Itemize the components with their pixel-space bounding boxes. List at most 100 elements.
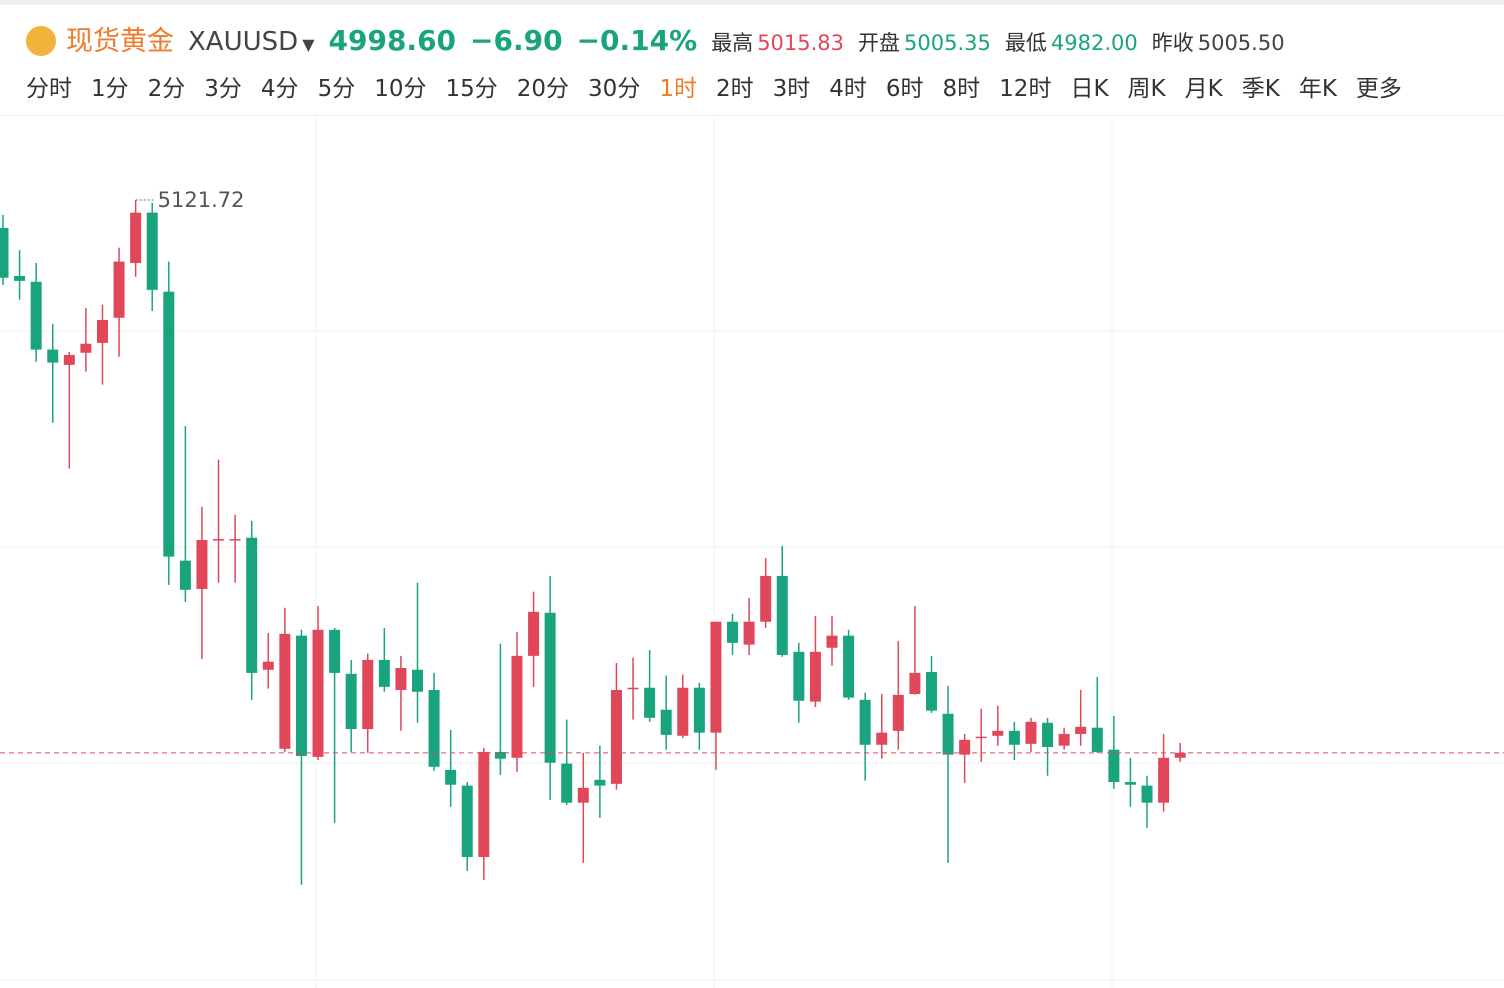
candle-body <box>30 281 42 350</box>
quote-row: 现货黄金 XAUUSD ▼ 4998.60 −6.90 −0.14% 最高 501… <box>26 19 1299 58</box>
candle-body <box>312 629 324 757</box>
candle-body <box>213 539 225 541</box>
candle-body <box>1141 785 1153 803</box>
timeframe-tab[interactable]: 更多 <box>1355 76 1402 102</box>
timeframe-tab[interactable]: 1分 <box>91 76 129 102</box>
candle-body <box>295 635 307 756</box>
candle-body <box>627 687 639 690</box>
candle-body <box>80 343 92 353</box>
timeframe-tab[interactable]: 30分 <box>588 76 641 102</box>
timeframe-tab[interactable]: 10分 <box>374 76 427 102</box>
stat-value: 5005.35 <box>904 31 991 55</box>
timeframe-tab[interactable]: 1时 <box>659 76 697 102</box>
timeframe-tab[interactable]: 4时 <box>829 76 867 102</box>
candle-body <box>693 687 705 733</box>
candle-body <box>511 655 523 758</box>
candle-body <box>892 694 904 731</box>
timeframe-tab[interactable]: 8时 <box>942 76 981 102</box>
stat-value: 4982.00 <box>1050 31 1138 55</box>
candle-body <box>1158 757 1170 803</box>
candle-body <box>743 621 755 645</box>
stat-label: 昨收 <box>1151 31 1194 55</box>
candle-body <box>644 687 656 718</box>
candle-body <box>992 730 1004 736</box>
candle-body <box>279 633 291 749</box>
gold-icon <box>26 26 56 56</box>
candle-body <box>1075 726 1087 734</box>
candle-body <box>909 672 921 695</box>
candle-body <box>179 560 191 590</box>
candle-body <box>561 763 573 803</box>
candle-body <box>345 673 357 730</box>
candle-body <box>776 575 788 655</box>
stat-label: 开盘 <box>858 31 901 55</box>
timeframe-tab[interactable]: 周K <box>1127 76 1166 102</box>
instrument-name[interactable]: 现货黄金 <box>66 26 174 57</box>
candle-body <box>362 659 374 730</box>
dropdown-arrow[interactable]: ▼ <box>302 35 315 54</box>
timeframe-tab[interactable]: 6时 <box>885 76 924 102</box>
candle-body <box>96 319 108 343</box>
timeframe-tab[interactable]: 分时 <box>26 76 72 102</box>
candle-body <box>975 736 987 739</box>
candle-body <box>809 651 821 702</box>
timeframe-tab[interactable]: 日K <box>1070 76 1109 102</box>
timeframe-tab[interactable]: 12时 <box>999 76 1052 102</box>
candle-body <box>445 769 457 785</box>
candle-body <box>859 699 871 745</box>
candle-body <box>577 787 589 803</box>
candle-body <box>594 779 606 786</box>
candle-body <box>262 661 274 670</box>
candle-body <box>494 751 506 759</box>
timeframe-tab[interactable]: 3时 <box>772 76 811 102</box>
timeframe-tab[interactable]: 15分 <box>445 76 498 102</box>
candle-body <box>1025 721 1037 744</box>
candle-body <box>677 687 689 736</box>
candle-body <box>63 354 75 365</box>
candle-body <box>1058 733 1070 746</box>
candle-body <box>1108 749 1120 783</box>
price: 4998.60 <box>328 24 457 57</box>
stat-value: 5015.83 <box>757 31 845 55</box>
timeframe-tab[interactable]: 3分 <box>204 76 242 102</box>
candle-body <box>163 291 175 557</box>
candle-body <box>1008 730 1020 745</box>
timeframe-tab[interactable]: 2分 <box>147 76 186 102</box>
candle-body <box>130 212 142 263</box>
candle-body <box>925 672 937 711</box>
candle-body <box>395 667 407 690</box>
candle-body <box>412 669 423 692</box>
stat-label: 最高 <box>711 31 754 55</box>
candle-body <box>727 621 739 643</box>
stat-value: 5005.50 <box>1197 31 1285 55</box>
candle-body <box>1042 722 1054 748</box>
candle-body <box>428 689 440 767</box>
change: −6.90 <box>470 24 563 57</box>
candle-body <box>196 539 208 589</box>
high-label: 5121.72 <box>158 188 245 212</box>
candle-body <box>146 212 158 290</box>
candle-body <box>826 635 838 648</box>
candle-body <box>1124 782 1136 785</box>
timeframe-tab[interactable]: 月K <box>1184 76 1223 102</box>
candle-body <box>660 709 672 735</box>
candle-body <box>461 785 473 858</box>
timeframe-tab[interactable]: 季K <box>1241 76 1280 102</box>
candle-body <box>528 611 540 656</box>
candle-body <box>1174 752 1186 758</box>
candle-body <box>793 651 805 701</box>
candle-body <box>478 751 490 858</box>
candle-body <box>843 635 855 698</box>
timeframe-tab[interactable]: 2时 <box>715 76 754 102</box>
candle-body <box>246 537 258 673</box>
candle-body <box>942 713 954 755</box>
timeframe-tab[interactable]: 20分 <box>516 76 570 102</box>
timeframe-tab[interactable]: 5分 <box>317 76 356 102</box>
stat-label: 最低 <box>1004 31 1047 55</box>
candle-body <box>329 629 341 673</box>
symbol[interactable]: XAUUSD <box>188 27 299 57</box>
timeframe-tabs: 分时 1分 2分 3分 4分 5分 10分 15分 20分 30分 1时 2时 3时 4时 6时 8时 12时日… <box>26 69 1421 103</box>
timeframe-tab[interactable]: 年K <box>1298 76 1337 102</box>
timeframe-tab[interactable]: 4分 <box>260 76 299 102</box>
